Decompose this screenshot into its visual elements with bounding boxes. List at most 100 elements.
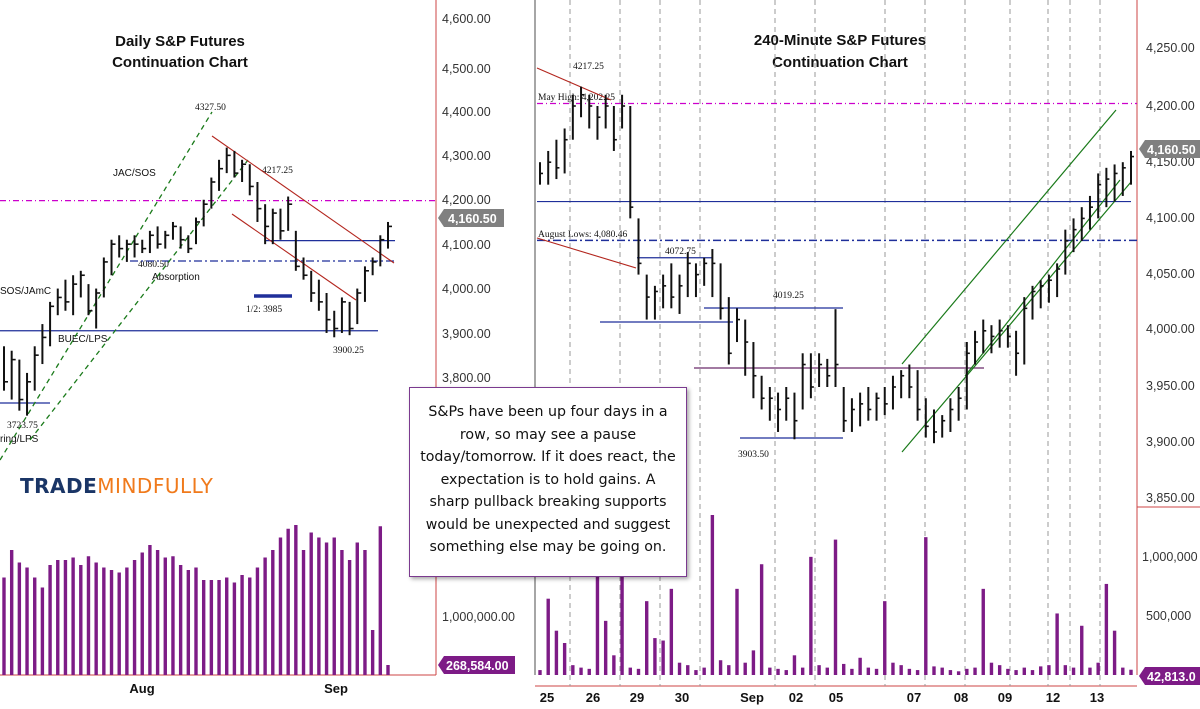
intraday-title-line2: Continuation Chart: [772, 54, 908, 71]
intraday-volume-bar: [628, 667, 632, 675]
intraday-title-line1: 240-Minute S&P Futures: [754, 32, 926, 49]
daily-volume-bar: [248, 577, 252, 675]
intraday-volume-bar: [1063, 665, 1068, 675]
daily-ann-4080: 4080.50: [138, 260, 169, 270]
intraday-ytick: 4,250.00: [1146, 41, 1195, 55]
intraday-volume-badge: [1139, 667, 1200, 685]
intraday-volume-bar: [595, 542, 600, 675]
daily-ytick: 4,500.00: [442, 62, 491, 76]
daily-volume-bar: [294, 525, 298, 675]
daily-volume-bar: [386, 665, 390, 675]
intraday-volume-bar: [645, 601, 649, 675]
daily-volume-bar: [125, 567, 129, 675]
daily-volume-bar: [48, 565, 52, 675]
intraday-volume-bar: [866, 667, 871, 675]
daily-xtick-sep: Sep: [324, 681, 348, 696]
daily-volume-bar: [186, 570, 191, 675]
daily-vol-tick: 1,000,000.00: [442, 610, 515, 624]
intraday-volume-bar: [792, 655, 797, 675]
intraday-ytick: 4,150.00: [1146, 155, 1195, 169]
intraday-volume-bar: [907, 668, 912, 675]
daily-volume-bar: [132, 560, 137, 675]
daily-volume-badge: [438, 656, 515, 674]
daily-downtrend-upper: [211, 135, 395, 264]
intraday-volume-badge-text: 42,813.0: [1147, 670, 1196, 684]
intraday-volume-bar: [669, 588, 674, 675]
intraday-ytick: 4,000.00: [1146, 322, 1195, 336]
daily-volume-badge-text: 268,584.00: [446, 659, 509, 673]
daily-volume-bar: [201, 580, 206, 675]
intraday-xtick: 25: [540, 690, 554, 705]
intraday-vol-tick: 500,000: [1146, 609, 1191, 623]
intraday-channel-mid: [964, 179, 1121, 377]
daily-ytick: 4,300.00: [442, 149, 491, 163]
intraday-xtick: 30: [675, 690, 689, 705]
daily-ann-spring: ring/LPS: [0, 434, 39, 445]
daily-downtrend-lower: [231, 213, 357, 301]
intraday-volume-bar: [661, 640, 665, 675]
daily-volume-bar: [163, 557, 167, 675]
daily-volume-bar: [324, 542, 329, 675]
intraday-x-axis: 25 26 29 30 Sep 02 05 07 08 09 12 13: [540, 690, 1104, 705]
daily-ann-high: 4327.50: [195, 103, 226, 113]
daily-price-axis: 4,600.00 4,500.00 4,400.00 4,300.00 4,20…: [442, 12, 515, 624]
daily-volume-bar: [340, 550, 344, 675]
intraday-ann-mayhigh: May High: 4,202.25: [538, 93, 615, 103]
intraday-volume-bar: [915, 670, 920, 675]
intraday-volume-bar: [1071, 667, 1076, 675]
intraday-volume-bar: [973, 667, 977, 675]
intraday-xtick: 26: [586, 690, 600, 705]
daily-volume-bar: [40, 587, 45, 675]
intraday-volume-bar: [842, 663, 846, 675]
daily-ann-jac: JAC/SOS: [113, 168, 156, 179]
daily-volume-bar: [178, 565, 183, 675]
intraday-volume-bar: [932, 666, 936, 675]
daily-channel-upper: [0, 111, 213, 461]
intraday-volume-bar: [751, 650, 756, 675]
daily-volume-bar: [271, 550, 275, 675]
daily-volume-bar: [171, 556, 175, 675]
daily-volume-bar: [370, 630, 375, 675]
intraday-volume-bar: [800, 667, 805, 675]
daily-volume-bar: [140, 552, 144, 675]
intraday-channel-lower: [901, 181, 1132, 453]
daily-ann-buec: BUEC/LPS: [58, 334, 108, 345]
daily-volume-bar: [194, 567, 198, 675]
daily-volume-bar: [209, 580, 214, 675]
commentary-note: S&Ps have been up four days in a row, so…: [409, 387, 687, 577]
trademindfully-logo: TRADEMINDFULLY: [20, 474, 213, 498]
intraday-volume-bar: [1112, 630, 1117, 675]
intraday-xtick: 05: [829, 690, 843, 705]
logo-trade: TRADE: [20, 474, 98, 498]
daily-volume-bar: [25, 567, 29, 675]
daily-ytick: 3,900.00: [442, 327, 491, 341]
daily-volume-bar: [86, 556, 91, 675]
daily-ytick: 4,000.00: [442, 282, 491, 296]
intraday-volume-bar: [1121, 667, 1125, 675]
daily-volume-bar: [263, 557, 267, 675]
daily-volume-bar: [94, 562, 98, 675]
daily-volume-bar: [71, 557, 75, 675]
intraday-volume-bar: [899, 665, 903, 675]
intraday-ytick: 4,200.00: [1146, 99, 1195, 113]
intraday-volume-bar: [776, 668, 780, 675]
daily-volume-bar: [2, 577, 6, 675]
daily-xtick-aug: Aug: [129, 681, 154, 696]
daily-volume-bar: [363, 550, 367, 675]
intraday-volume-bar: [743, 662, 747, 675]
intraday-volume-bar: [1006, 668, 1010, 675]
daily-ann-low: 3900.25: [333, 346, 364, 356]
intraday-volume-bar: [1129, 669, 1133, 675]
intraday-volume-bar: [546, 598, 550, 675]
intraday-volume-bar: [1022, 667, 1026, 675]
intraday-ann-4019: 4019.25: [773, 291, 804, 301]
daily-ytick: 3,800.00: [442, 371, 491, 385]
intraday-downtrend-lower: [536, 237, 637, 269]
daily-ytick: 4,600.00: [442, 12, 491, 26]
intraday-volume-bar: [989, 662, 994, 675]
daily-volume-bar: [355, 542, 359, 675]
daily-volume-bar: [301, 550, 306, 675]
daily-volume-bar: [9, 550, 14, 675]
intraday-downtrend-upper: [536, 67, 612, 101]
intraday-volume-bar: [858, 657, 862, 675]
